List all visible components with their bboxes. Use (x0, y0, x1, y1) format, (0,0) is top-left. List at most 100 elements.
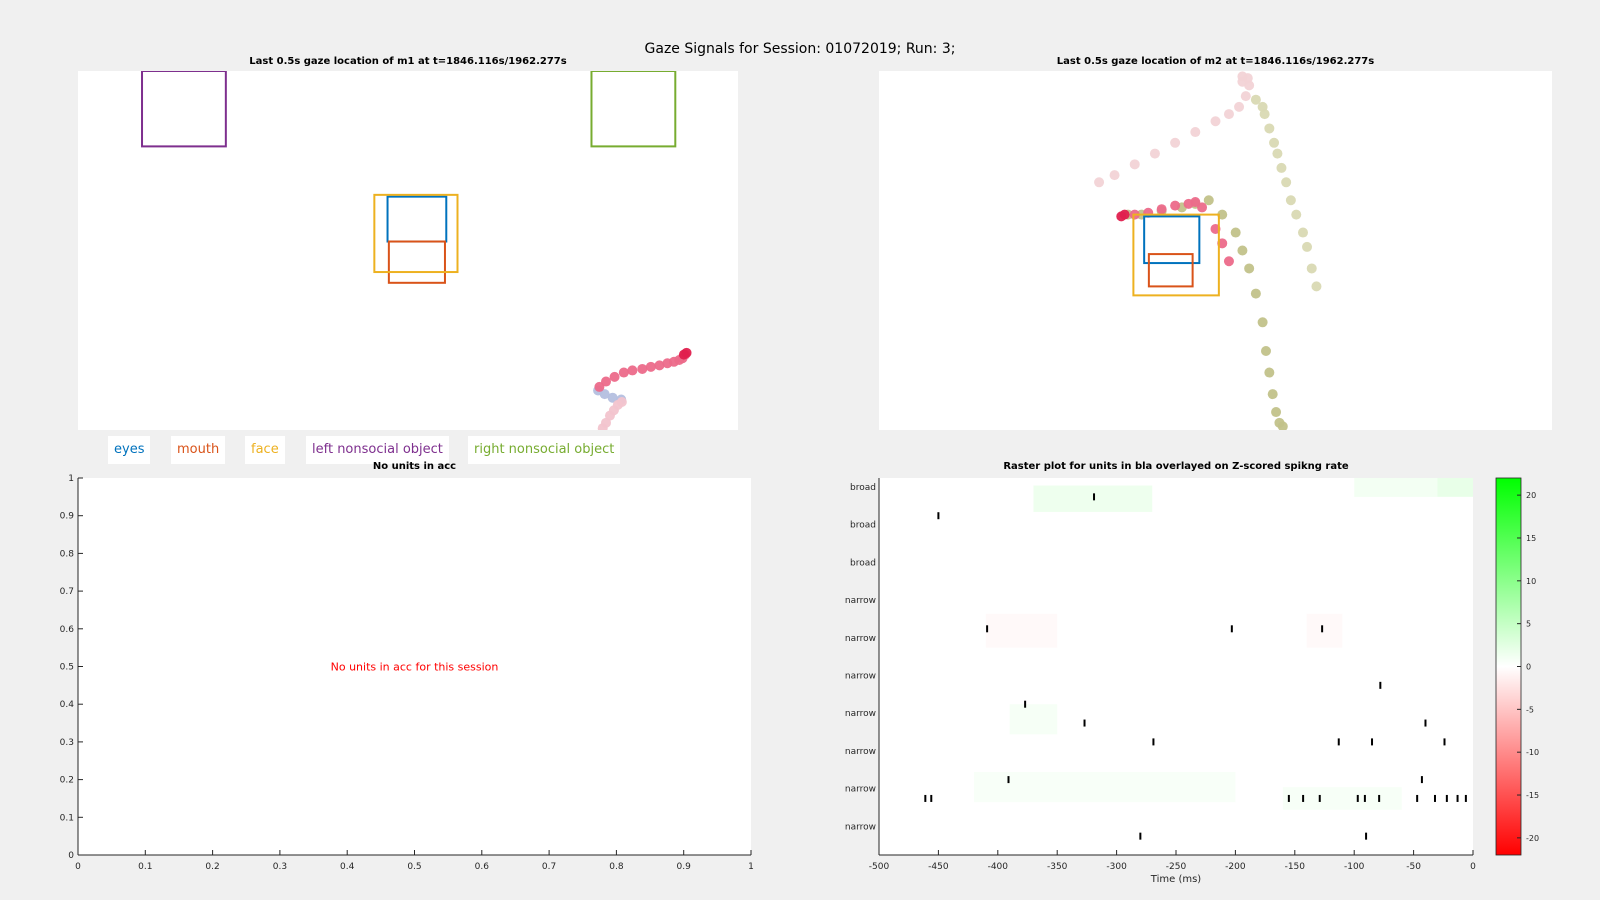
m2-roi-mouth (1147, 253, 1194, 288)
m2-gaze-point (1170, 137, 1181, 148)
legend-item-left-nonsocial-object: left nonsocial object (306, 436, 449, 464)
m2-gaze-point (1149, 148, 1160, 159)
legend-item-mouth: mouth (171, 436, 226, 464)
m1-roi-left-nonsocial-object (141, 71, 227, 148)
gaze-m2-title: Last 0.5s gaze location of m2 at t=1846.… (1056, 56, 1375, 67)
m2-gaze-point (1094, 177, 1105, 188)
acc-x-tick-label: 0 (75, 862, 81, 870)
legend-item-face: face (245, 436, 285, 464)
acc-y-tick-label: 0.7 (60, 587, 74, 597)
m1-gaze-point (599, 389, 610, 400)
m2-gaze-point (1223, 256, 1234, 267)
m2-gaze-point (1297, 227, 1308, 238)
m2-roi-eyes (1143, 215, 1201, 265)
raster-x-tick-label: -300 (1106, 862, 1127, 872)
raster-x-tick-label: 0 (1470, 862, 1476, 872)
acc-no-units-message: No units in acc for this session (331, 661, 499, 674)
acc-x-tick-label: 1 (748, 862, 754, 870)
m2-gaze-point (1234, 101, 1245, 112)
legend-item-right-nonsocial-object: right nonsocial object (468, 436, 621, 464)
raster-x-tick-label: -400 (988, 862, 1009, 872)
m1-roi-right-nonsocial-object (590, 71, 677, 148)
raster-rate-patch (1437, 478, 1473, 497)
acc-y-tick-label: 0.4 (60, 700, 75, 710)
acc-x-tick-label: 0.8 (609, 862, 624, 870)
raster-unit-label: narrow (845, 822, 876, 832)
raster-unit-label: narrow (845, 634, 876, 644)
m1-gaze-point (637, 363, 648, 374)
colorbar-tick-label: 15 (1526, 534, 1536, 543)
m2-gaze-point (1260, 346, 1271, 357)
raster-unit-label: narrow (845, 785, 876, 795)
acc-axes-background (78, 478, 751, 855)
acc-y-tick-label: 0.8 (60, 549, 75, 559)
m2-gaze-point (1190, 197, 1201, 208)
raster-unit-label: narrow (845, 709, 876, 719)
acc-y-tick-label: 0.6 (60, 625, 75, 635)
m2-gaze-point (1311, 281, 1322, 292)
colorbar (1495, 477, 1522, 856)
m2-gaze-point (1285, 195, 1296, 206)
raster-x-tick-label: -200 (1225, 862, 1246, 872)
m1-gaze-point (627, 365, 638, 376)
m2-gaze-point (1302, 241, 1313, 252)
raster-rate-patch (985, 613, 1058, 648)
m2-gaze-point (1237, 76, 1248, 87)
colorbar-tick-label: -15 (1526, 791, 1539, 800)
m1-gaze-point (681, 347, 692, 358)
acc-plot: 0 0.1 0.2 0.3 0.4 0.5 0.6 0.7 0.8 0.9 1 0 0.1 0.2 0.3 0… (60, 474, 754, 870)
raster-unit-label: broad (850, 483, 876, 493)
m1-gaze-point (607, 392, 618, 403)
m1-gaze-point (654, 360, 665, 371)
raster-plot: broad broad broad narrow narrow narrow narrow n… (845, 477, 1539, 885)
acc-y-tick-label: 0.3 (60, 738, 74, 748)
m2-gaze-point (1244, 263, 1255, 274)
raster-unit-label: narrow (845, 672, 876, 682)
m2-gaze-point (1277, 421, 1288, 430)
m2-gaze-point (1269, 137, 1280, 148)
raster-title: Raster plot for units in bla overlayed o… (1003, 461, 1349, 472)
acc-x-tick-label: 0.9 (677, 862, 692, 870)
m1-gaze-point (618, 367, 629, 378)
raster-x-tick-label: -450 (928, 862, 949, 872)
m2-gaze-point (1250, 288, 1261, 299)
acc-x-tick-label: 0.1 (138, 862, 152, 870)
acc-y-tick-label: 0.1 (60, 813, 74, 823)
m2-gaze-point (1250, 94, 1261, 105)
raster-x-tick-label: -250 (1166, 862, 1187, 872)
figure-title: Gaze Signals for Session: 01072019; Run:… (644, 41, 956, 57)
colorbar-tick-label: 10 (1526, 577, 1536, 586)
acc-x-tick-label: 0.5 (407, 862, 421, 870)
m2-gaze-point (1156, 204, 1167, 215)
gaze-m1-title: Last 0.5s gaze location of m1 at t=1846.… (249, 56, 567, 67)
m2-gaze-point (1271, 407, 1282, 418)
m1-gaze-point (616, 396, 627, 407)
m1-roi-face (373, 193, 459, 274)
raster-x-tick-label: -100 (1344, 862, 1365, 872)
m1-gaze-point (609, 371, 620, 382)
m2-gaze-point (1264, 123, 1275, 134)
raster-unit-label: narrow (845, 747, 876, 757)
m2-gaze-point (1240, 91, 1251, 102)
acc-y-tick-label: 0.5 (60, 663, 74, 673)
acc-y-tick-label: 0.9 (60, 512, 75, 522)
raster-x-tick-label: -50 (1406, 862, 1421, 872)
m2-gaze-point (1230, 227, 1241, 238)
legend-item-eyes: eyes (108, 436, 151, 464)
m1-gaze-point (645, 361, 656, 372)
raster-rate-patch (974, 772, 1236, 803)
raster-rate-patch (1009, 704, 1058, 735)
colorbar-tick-label: -5 (1526, 705, 1534, 714)
m2-gaze-point (1237, 245, 1248, 256)
colorbar-tick-label: 5 (1526, 620, 1531, 629)
raster-unit-label: broad (850, 558, 876, 568)
m2-gaze-point (1264, 367, 1275, 378)
gaze-m2-plot (879, 71, 1552, 430)
m2-gaze-point (1281, 177, 1292, 188)
acc-y-tick-label: 0.2 (60, 776, 74, 786)
acc-x-tick-label: 0.3 (273, 862, 287, 870)
m2-gaze-point (1129, 159, 1140, 170)
m2-gaze-point (1119, 209, 1130, 220)
raster-unit-label: broad (850, 521, 876, 531)
m2-gaze-point (1170, 200, 1181, 211)
